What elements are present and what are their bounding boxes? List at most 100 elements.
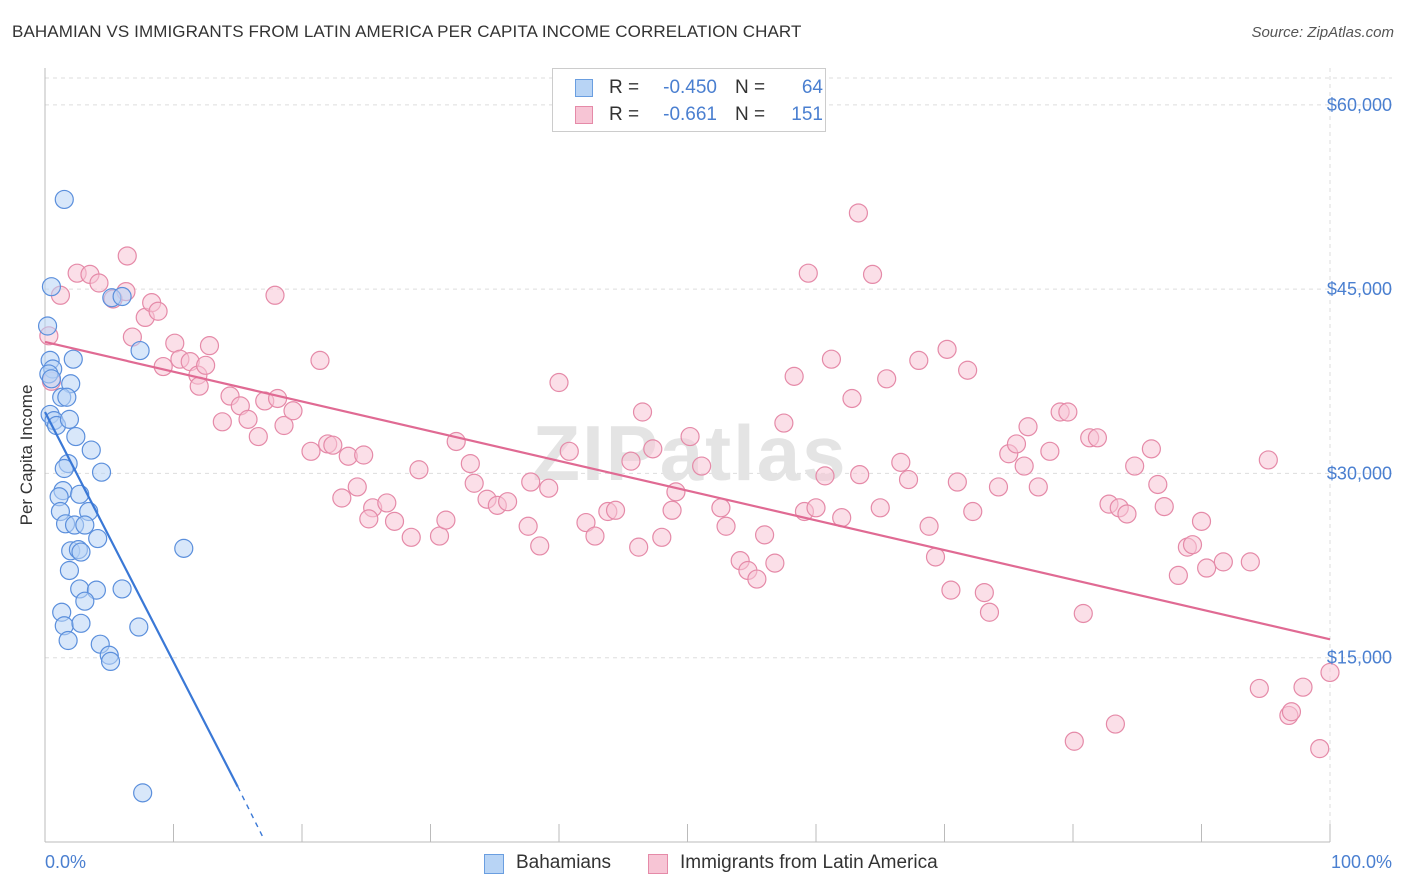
latam-point — [1213, 552, 1233, 572]
series-swatch-bahamians — [484, 854, 504, 874]
latam-point — [549, 372, 569, 393]
latam-point — [784, 366, 804, 386]
latam-point — [1141, 439, 1161, 459]
latam-point — [148, 301, 168, 321]
latam-point — [238, 409, 258, 429]
latam-point — [1028, 477, 1048, 497]
bahamian-point — [71, 613, 91, 633]
legend-r-value: -0.450 — [663, 77, 717, 98]
latam-point — [979, 602, 1000, 622]
bahamian-point — [112, 286, 132, 307]
latam-point — [909, 350, 929, 370]
latam-point — [605, 500, 626, 520]
latam-point — [870, 498, 890, 518]
bahamian-point — [70, 484, 90, 504]
bahamian-point — [41, 277, 62, 297]
latam-point — [196, 355, 216, 375]
bahamian-point — [63, 349, 83, 369]
bahamian-point — [81, 440, 101, 460]
legend-swatch-latam — [575, 106, 593, 124]
latam-point — [1197, 558, 1217, 578]
latam-point — [941, 580, 961, 600]
latam-point — [621, 451, 641, 471]
latam-point — [1154, 497, 1174, 517]
latam-point — [301, 441, 321, 461]
latam-point — [559, 441, 579, 461]
latam-point — [898, 469, 919, 490]
latam-point — [539, 478, 559, 498]
legend-n-label: N = — [735, 104, 766, 125]
chart-title: BAHAMIAN VS IMMIGRANTS FROM LATIN AMERIC… — [12, 22, 802, 41]
label-layer: $15,000 $30,000 $45,000 $60,000 0.0% 100.0% Pe… — [17, 95, 1392, 872]
latam-point — [384, 511, 405, 531]
latam-point — [774, 413, 794, 433]
latam-point — [937, 339, 957, 359]
bahamian-point — [86, 580, 107, 600]
latam-point — [248, 426, 268, 447]
latam-point — [821, 349, 842, 369]
latam-point — [530, 536, 550, 556]
bahamian-point — [91, 462, 112, 482]
bahamian-point — [41, 369, 62, 389]
legend-r-value: -0.661 — [663, 104, 717, 125]
latam-point — [576, 512, 596, 533]
latam-point — [1191, 511, 1212, 531]
latam-point — [267, 388, 288, 409]
latam-point — [848, 203, 869, 223]
bahamian-point — [57, 387, 77, 407]
latam-point — [662, 500, 682, 520]
latam-point — [1105, 714, 1126, 734]
latam-point — [919, 516, 939, 536]
source-note: Source: ZipAtlas.com — [1251, 24, 1394, 41]
latam-point — [1006, 434, 1027, 454]
bahamian-point — [71, 542, 91, 562]
latam-point — [716, 516, 736, 536]
latam-point — [460, 454, 480, 474]
latam-point — [652, 527, 672, 547]
latam-point — [409, 460, 429, 480]
bahamian-point — [88, 528, 108, 549]
y-tick-label: $60,000 — [1327, 95, 1392, 115]
trend-line — [44, 340, 1331, 641]
latam-point — [401, 527, 421, 547]
latam-point — [498, 492, 518, 512]
latam-point — [1040, 441, 1060, 461]
latam-point — [117, 246, 137, 266]
latam-point — [359, 509, 379, 529]
series-name-bahamians: Bahamians — [516, 852, 612, 873]
latam-point — [354, 445, 374, 465]
latam-point — [1293, 677, 1313, 697]
latam-point — [1148, 474, 1168, 495]
latam-point — [1125, 456, 1145, 476]
latam-point — [1240, 552, 1260, 572]
bahamian-point — [58, 630, 78, 651]
latam-point — [323, 435, 343, 455]
legend-swatch-bahamians — [575, 79, 593, 97]
latam-point — [1117, 504, 1137, 524]
latam-point — [283, 401, 303, 421]
latam-point — [798, 263, 818, 283]
latam-point — [891, 452, 911, 472]
latam-point — [310, 350, 330, 370]
legend-n-value: 151 — [791, 104, 823, 125]
latam-point — [1087, 428, 1108, 448]
bahamian-point — [75, 591, 95, 611]
latam-point — [850, 465, 870, 485]
series-swatch-latam — [648, 854, 668, 874]
latam-point — [765, 553, 785, 573]
latam-point — [464, 473, 484, 493]
latam-point — [347, 477, 367, 497]
latam-point — [806, 498, 826, 518]
latam-point — [958, 360, 978, 380]
latam-point — [747, 569, 767, 589]
latam-point — [680, 426, 700, 447]
latam-point — [815, 466, 835, 486]
latam-point — [265, 285, 285, 305]
y-tick-label: $45,000 — [1327, 279, 1392, 299]
latam-point — [1249, 678, 1269, 699]
series-name-latam: Immigrants from Latin America — [680, 852, 938, 873]
axis-layer — [44, 68, 1331, 843]
trend-layer — [44, 340, 1331, 839]
latam-point — [692, 456, 712, 476]
